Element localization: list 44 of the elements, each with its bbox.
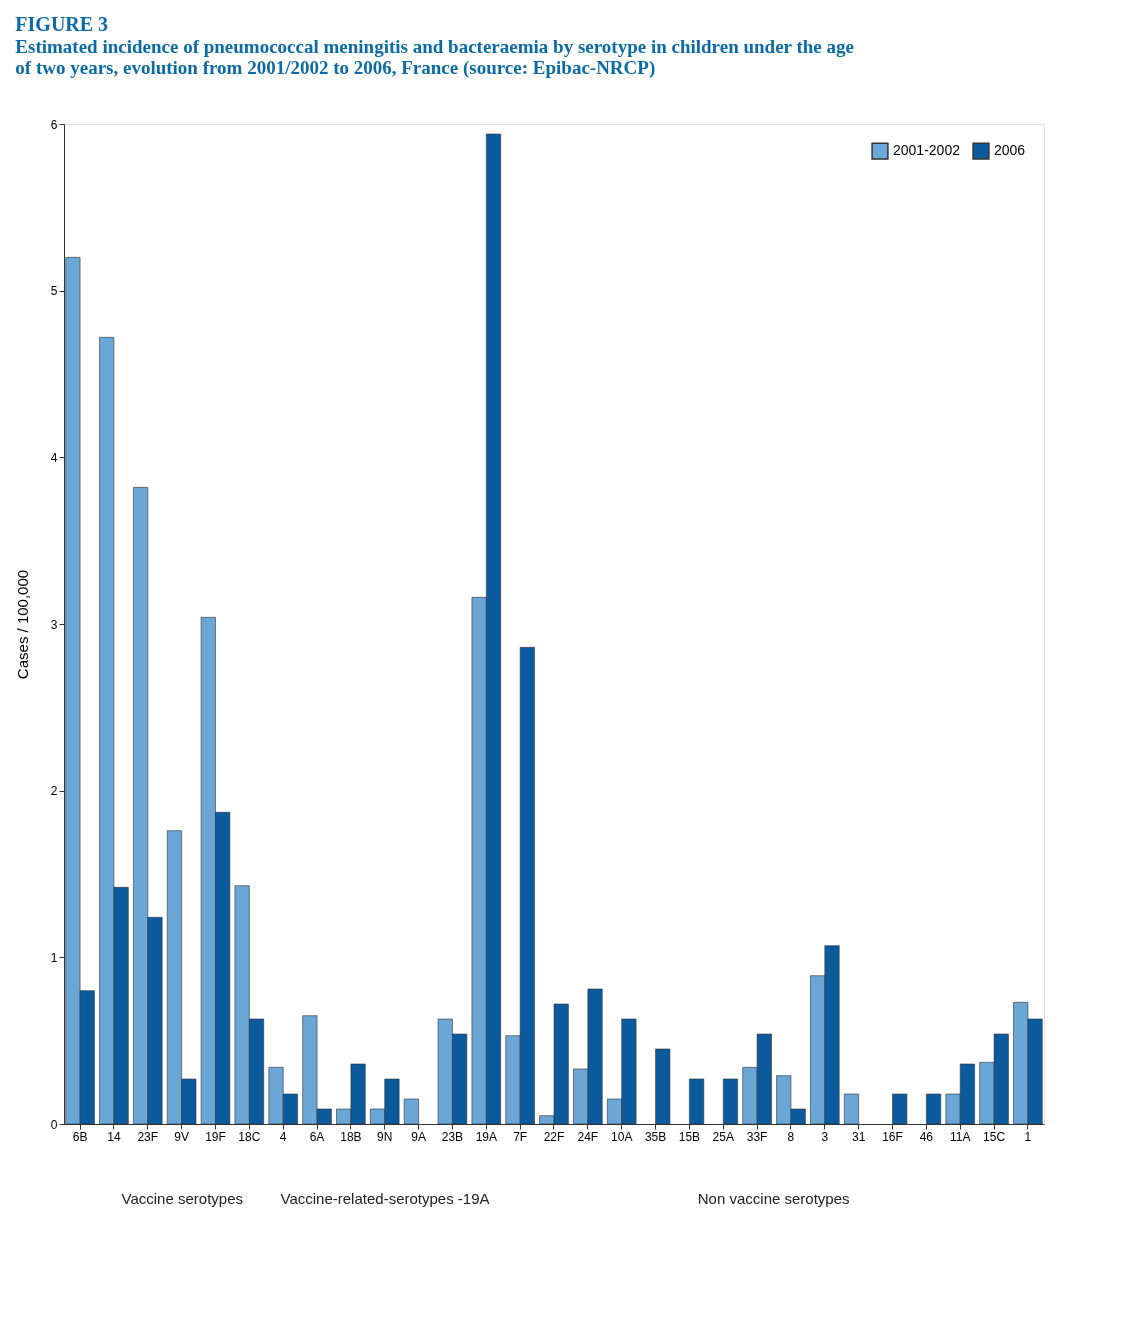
x-tick-label: 9A xyxy=(411,1129,426,1144)
legend-label: 2001-2002 xyxy=(893,142,961,159)
x-tick-label: 6A xyxy=(309,1129,325,1144)
y-tick-label: 4 xyxy=(50,450,58,465)
x-tick-label: 23B xyxy=(441,1129,464,1144)
x-tick-label: 19F xyxy=(205,1129,226,1144)
chart-subtitle: Estimated incidence of pneumococcal meningitis and bacteraemia by serotype in children under the age of two years, evolution from 2001/2002 to 2006, France (source: Epibac-NRCP) xyxy=(15,36,854,79)
x-tick-label: 11A xyxy=(949,1129,971,1144)
y-tick-label: 2 xyxy=(50,784,58,799)
x-tick-label: 22F xyxy=(543,1129,565,1144)
y-tick-label: 5 xyxy=(50,284,58,299)
x-tick-label: 4 xyxy=(279,1129,287,1144)
x-tick-label: 15B xyxy=(678,1129,701,1144)
x-tick-label: 3 xyxy=(821,1129,829,1144)
x-tick-label: 16F xyxy=(882,1129,903,1144)
text: Non vaccine serotypes xyxy=(697,1190,850,1207)
y-tick-label: 3 xyxy=(50,617,58,632)
x-tick-label: 15C xyxy=(983,1129,1006,1144)
text: Vaccine-related-serotypes -19A xyxy=(280,1190,490,1207)
x-tick-label: 18C xyxy=(238,1129,261,1144)
x-tick-label: 18B xyxy=(340,1129,362,1144)
x-tick-label: 19A xyxy=(475,1129,497,1144)
x-tick-label: 31 xyxy=(851,1129,866,1144)
x-tick-label: 33F xyxy=(746,1129,768,1144)
x-tick-label: 8 xyxy=(787,1129,795,1144)
x-tick-label: 7F xyxy=(513,1129,528,1144)
x-tick-label: 1 xyxy=(1024,1129,1032,1144)
y-tick-label: 6 xyxy=(50,117,58,132)
chart-title: FIGURE 3 xyxy=(15,13,109,35)
x-tick-label: 14 xyxy=(107,1129,121,1144)
x-tick-label: 23F xyxy=(137,1129,159,1144)
x-tick-label: 9N xyxy=(377,1129,393,1144)
x-tick-label: 24F xyxy=(577,1129,599,1144)
x-tick-label: 6B xyxy=(72,1129,88,1144)
y-tick-label: 1 xyxy=(50,950,58,965)
x-tick-label: 35B xyxy=(644,1129,667,1144)
y-axis-title: Cases / 100,000 xyxy=(13,569,31,680)
x-tick-label: 9V xyxy=(174,1129,189,1144)
legend-label: 2006 xyxy=(994,142,1026,159)
x-tick-label: 25A xyxy=(712,1129,734,1144)
y-tick-label: 0 xyxy=(50,1117,58,1132)
text: Vaccine serotypes xyxy=(121,1190,243,1207)
x-tick-label: 10A xyxy=(611,1129,633,1144)
x-tick-label: 46 xyxy=(919,1129,934,1144)
